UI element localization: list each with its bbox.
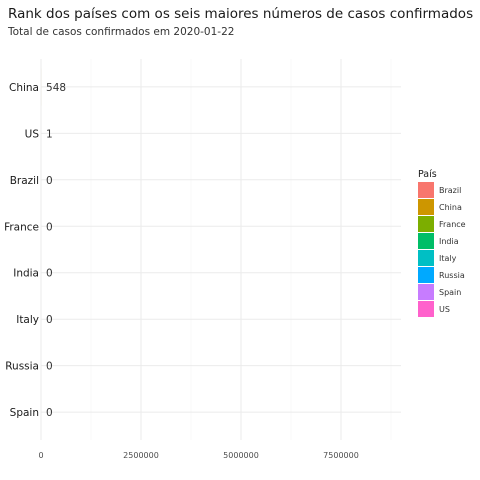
- legend: País Brazil China France India Italy Russia Sp…: [418, 169, 466, 317]
- value-label-russia: 0: [46, 361, 53, 373]
- value-label-brazil: 0: [46, 175, 53, 187]
- value-label-india: 0: [46, 268, 53, 280]
- chart-title: Rank dos países com os seis maiores núme…: [8, 6, 473, 22]
- legend-title: País: [418, 169, 437, 180]
- category-label-us: US: [25, 128, 40, 140]
- value-label-china: 548: [46, 82, 66, 94]
- category-label-italy: Italy: [16, 314, 39, 326]
- value-label-france: 0: [46, 221, 53, 233]
- value-labels: 548 1 0 0 0 0 0 0: [46, 82, 66, 419]
- legend-label-india: India: [439, 237, 459, 246]
- legend-label-brazil: Brazil: [439, 186, 461, 195]
- x-tick-label: 2500000: [123, 451, 159, 460]
- plot-grid: [40, 59, 401, 440]
- category-label-india: India: [13, 268, 39, 280]
- category-labels: China US Brazil France India Italy Russia Spain: [4, 82, 39, 419]
- legend-label-russia: Russia: [439, 271, 465, 280]
- x-tick-label: 5000000: [223, 451, 259, 460]
- x-tick-label: 0: [38, 451, 43, 460]
- x-tick-label: 7500000: [323, 451, 359, 460]
- legend-label-france: France: [439, 220, 466, 229]
- legend-key-us: [418, 301, 434, 317]
- legend-key-brazil: [418, 182, 434, 198]
- value-label-us: 1: [46, 128, 53, 140]
- category-label-brazil: Brazil: [10, 175, 39, 187]
- legend-label-us: US: [439, 305, 450, 314]
- legend-key-spain: [418, 284, 434, 300]
- value-label-spain: 0: [46, 407, 53, 419]
- category-label-russia: Russia: [5, 361, 39, 373]
- legend-key-china: [418, 199, 434, 215]
- x-axis-ticks: 0 2500000 5000000 7500000: [38, 451, 358, 460]
- legend-key-india: [418, 233, 434, 249]
- category-label-spain: Spain: [10, 407, 39, 419]
- legend-label-spain: Spain: [439, 288, 461, 297]
- legend-label-china: China: [439, 203, 462, 212]
- chart-subtitle: Total de casos confirmados em 2020-01-22: [7, 26, 234, 38]
- category-label-france: France: [4, 221, 39, 233]
- legend-key-italy: [418, 250, 434, 266]
- legend-label-italy: Italy: [439, 254, 457, 263]
- value-label-italy: 0: [46, 314, 53, 326]
- legend-key-russia: [418, 267, 434, 283]
- category-label-china: China: [9, 82, 39, 94]
- legend-key-france: [418, 216, 434, 232]
